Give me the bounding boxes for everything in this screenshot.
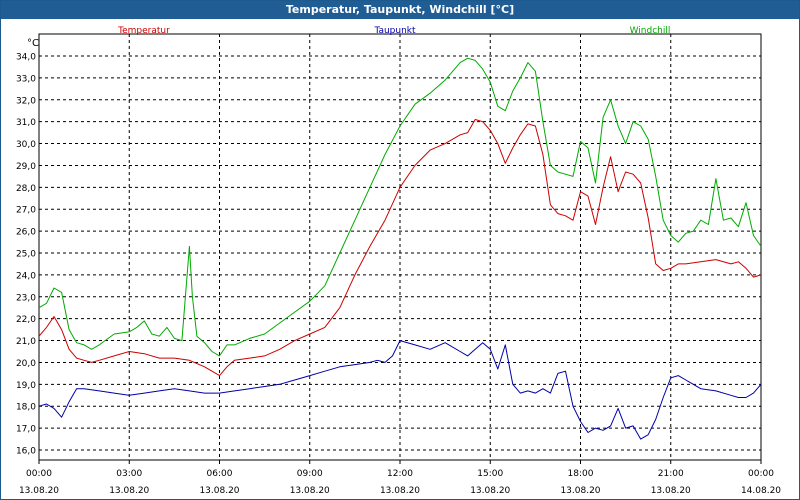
y-tick-label: 16,0 <box>16 447 36 457</box>
y-tick-label: 17,0 <box>16 425 36 435</box>
y-tick-label: 28,0 <box>16 184 36 194</box>
y-tick-label: 30,0 <box>16 140 36 150</box>
y-tick-label: 23,0 <box>16 293 36 303</box>
x-tick-date: 13.08.20 <box>199 486 239 496</box>
y-tick-label: 32,0 <box>16 96 36 106</box>
legend-entry-windchill: Windchill <box>630 26 671 36</box>
series-line-temperatur <box>38 119 762 377</box>
y-tick-label: 20,0 <box>16 359 36 369</box>
x-tick-time: 00:00 <box>26 469 52 479</box>
x-tick-date: 13.08.20 <box>380 486 420 496</box>
x-tick-date: 13.08.20 <box>470 486 510 496</box>
x-tick-time: 06:00 <box>207 469 233 479</box>
x-tick-time: 18:00 <box>568 469 594 479</box>
x-tick-time: 09:00 <box>297 469 323 479</box>
y-tick-label: 19,0 <box>16 381 36 391</box>
y-tick-label: 24,0 <box>16 271 36 281</box>
x-tick-date: 13.08.20 <box>19 486 59 496</box>
chart-title: Temperatur, Taupunkt, Windchill [°C] <box>1 1 799 19</box>
x-tick-date: 13.08.20 <box>651 486 691 496</box>
x-tick-time: 21:00 <box>658 469 684 479</box>
x-tick-time: 00:00 <box>748 469 774 479</box>
y-tick-label: 34,0 <box>16 53 36 63</box>
y-tick-label: 29,0 <box>16 162 36 172</box>
y-tick-label: 25,0 <box>16 250 36 260</box>
x-tick-date: 13.08.20 <box>290 486 330 496</box>
x-tick-time: 15:00 <box>477 469 503 479</box>
x-tick-date: 14.08.20 <box>741 486 781 496</box>
series-line-windchill <box>38 57 762 357</box>
legend-entry-taupunkt: Taupunkt <box>373 26 416 36</box>
y-axis-label: °C <box>27 38 39 49</box>
y-tick-label: 21,0 <box>16 337 36 347</box>
y-tick-label: 22,0 <box>16 315 36 325</box>
x-tick-time: 03:00 <box>116 469 142 479</box>
y-tick-label: 33,0 <box>16 74 36 84</box>
x-tick-date: 13.08.20 <box>560 486 600 496</box>
y-tick-label: 26,0 <box>16 228 36 238</box>
x-tick-date: 13.08.20 <box>109 486 149 496</box>
x-tick-time: 12:00 <box>387 469 413 479</box>
y-tick-label: 31,0 <box>16 118 36 128</box>
y-tick-label: 27,0 <box>16 206 36 216</box>
series-line-taupunkt <box>38 340 762 440</box>
legend-entry-temperatur: Temperatur <box>117 26 170 36</box>
y-tick-label: 18,0 <box>16 403 36 413</box>
